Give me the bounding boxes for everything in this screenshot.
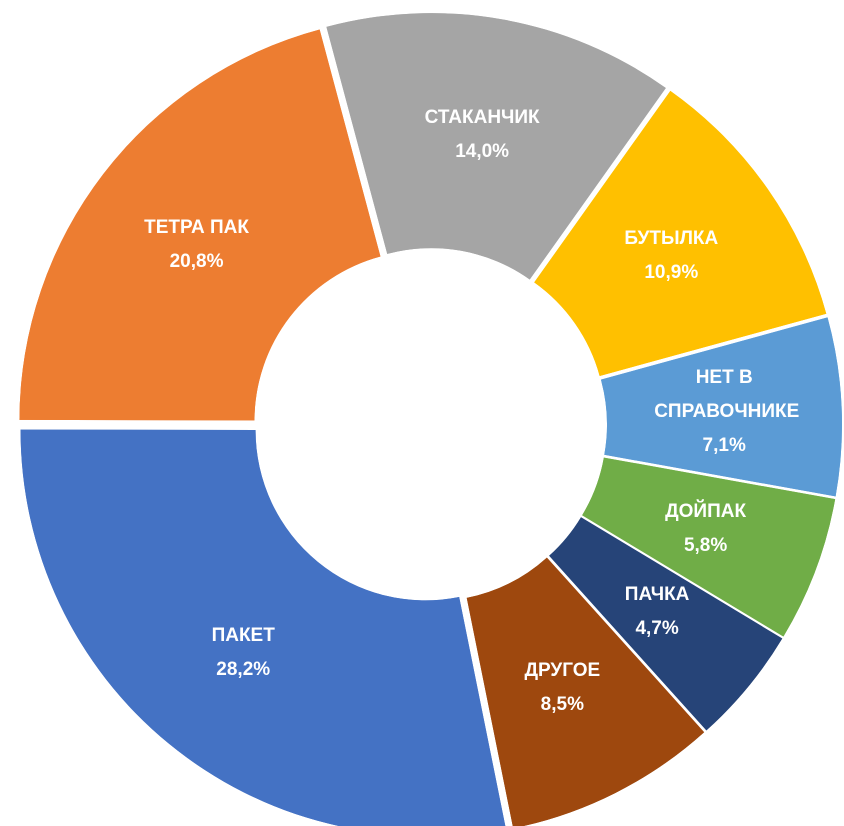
slice-shade [600,317,842,497]
slice-shade [20,429,506,826]
value-label: 8,5% [540,694,584,716]
slice-label: ПАКЕТ 28,2% [158,619,328,687]
value-label: 10,9% [644,262,699,284]
value-label: 14,0% [455,141,510,163]
value-label: 20,8% [169,251,224,273]
value-label: 4,7% [635,618,679,640]
category-label: БУТЫЛКА [624,228,719,250]
slice-label: ТЕТРА ПАК 20,8% [112,211,282,279]
category-label: ДРУГОЕ [524,660,601,682]
slice-label: ПАЧКА 4,7% [587,578,727,646]
slice-label: ДОЙПАК 5,8% [636,495,776,563]
slice-label: БУТЫЛКА 10,9% [586,222,756,290]
category-label: ДОЙПАК [665,500,747,522]
slice-label: НЕТ В СПРАВОЧНИКЕ 7,1% [654,361,800,463]
value-label: 5,8% [683,534,728,556]
slice-shade [549,517,783,731]
slice-shade [582,457,836,637]
slice-shade [326,13,666,280]
slice-shade [534,90,827,376]
slice-label: СТАКАНЧИК 14,0% [397,101,567,169]
category-label: ПАКЕТ [211,624,275,646]
slice-shade [466,557,705,826]
category-label: ПАЧКА [624,584,690,606]
category-label: СТАКАНЧИК [424,107,540,129]
category-label: НЕТ В СПРАВОЧНИКЕ [654,366,800,422]
slice-label: ДРУГОЕ 8,5% [477,654,647,722]
value-label: 7,1% [702,434,746,456]
value-label: 28,2% [216,658,271,680]
slice-shade [19,29,381,421]
category-label: ТЕТРА ПАК [144,217,249,239]
